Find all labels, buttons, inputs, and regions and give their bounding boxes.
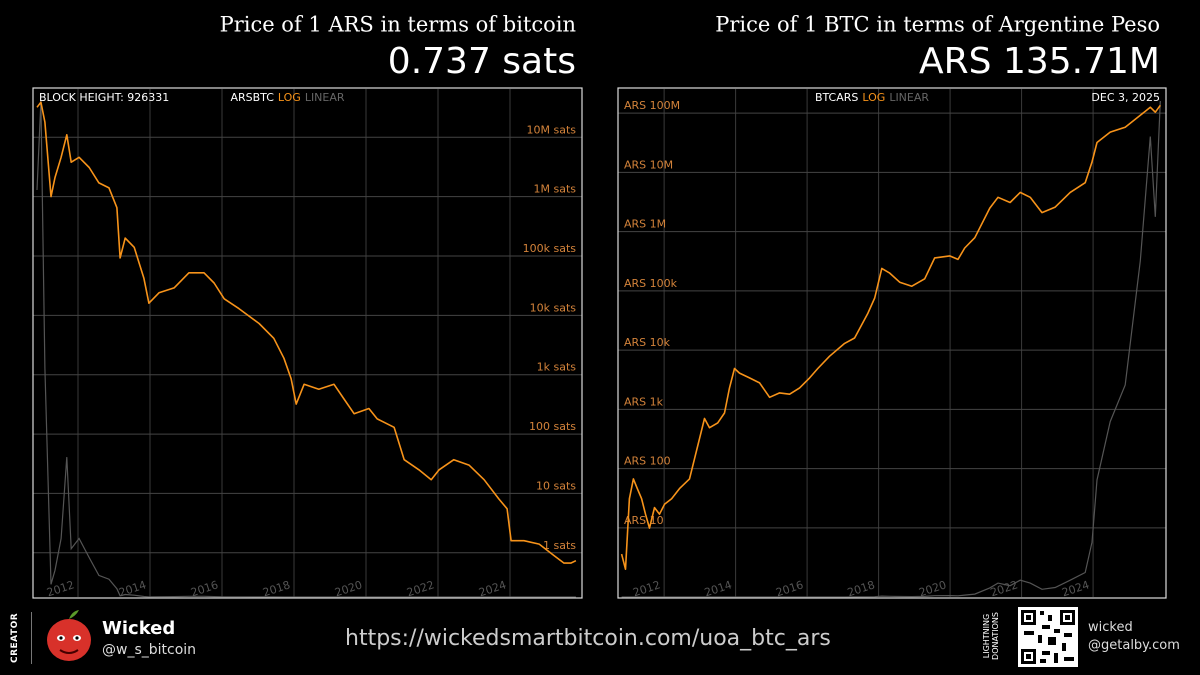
creator-label-box: CREATOR	[8, 612, 28, 665]
y-tick-label: 10k sats	[530, 301, 577, 314]
headline-value: 0.737 sats	[388, 41, 576, 82]
creator-label: CREATOR	[10, 612, 20, 663]
donation-name: wicked	[1088, 620, 1133, 635]
plot-frame	[32, 87, 583, 599]
linear-line	[36, 100, 576, 598]
y-tick-label: ARS 100M	[624, 99, 680, 112]
donation-label: LIGHTNING DONATIONS	[982, 612, 1000, 660]
corner-label: BLOCK HEIGHT: 926331	[39, 91, 169, 104]
y-tick-label: ARS 100	[624, 455, 671, 468]
corner-label: DEC 3, 2025	[1091, 91, 1160, 104]
x-tick-label: 2012	[631, 578, 662, 599]
y-tick-label: 10 sats	[536, 479, 576, 492]
scale-option: LOG	[278, 91, 301, 104]
x-tick-label: 2024	[477, 578, 508, 599]
price-line	[620, 104, 1161, 570]
scale-option: LINEAR	[305, 91, 345, 104]
y-tick-label: ARS 1k	[624, 395, 664, 408]
x-tick-label: 2018	[261, 578, 292, 599]
donation-label-box: LIGHTNING DONATIONS	[980, 608, 1002, 666]
y-tick-label: 1M sats	[533, 183, 576, 196]
x-tick-label: 2020	[333, 578, 364, 599]
donation-address: @getalby.com	[1088, 638, 1180, 653]
series-header: BTCARS LOG LINEAR	[815, 91, 929, 104]
y-tick-label: 10M sats	[527, 123, 577, 136]
y-tick-label: ARS 10k	[624, 336, 671, 349]
x-tick-label: 2022	[405, 578, 436, 599]
qr-code[interactable]	[1018, 607, 1078, 667]
creator-handle: @w_s_bitcoin	[102, 642, 197, 658]
headline-value: ARS 135.71M	[919, 41, 1160, 82]
x-tick-label: 2022	[989, 578, 1020, 599]
scale-option: LINEAR	[889, 91, 929, 104]
chart-title: Price of 1 ARS in terms of bitcoin	[220, 13, 576, 37]
x-tick-label: 2014	[703, 578, 734, 599]
url[interactable]: https://wickedsmartbitcoin.com/uoa_btc_a…	[345, 626, 831, 651]
y-tick-label: 1k sats	[537, 361, 577, 374]
plot-frame	[617, 87, 1167, 599]
avatar	[47, 610, 91, 661]
y-tick-label: 100 sats	[529, 420, 576, 433]
x-tick-label: 2012	[45, 578, 76, 599]
y-tick-label: ARS 100k	[624, 277, 678, 290]
y-tick-label: ARS 1M	[624, 218, 666, 231]
linear-line	[621, 100, 1161, 598]
y-tick-label: 1 sats	[543, 539, 576, 552]
x-tick-label: 2024	[1060, 578, 1091, 599]
series-name: ARSBTC	[230, 91, 274, 104]
y-tick-label: 100k sats	[523, 242, 577, 255]
x-tick-label: 2016	[774, 578, 805, 599]
series-header: ARSBTC LOG LINEAR	[230, 91, 344, 104]
y-tick-label: ARS 10	[624, 514, 664, 527]
creator-name: Wicked	[102, 618, 176, 639]
series-name: BTCARS	[815, 91, 858, 104]
y-tick-label: ARS 10M	[624, 158, 673, 171]
price-line	[36, 101, 577, 564]
chart-title: Price of 1 BTC in terms of Argentine Pes…	[715, 13, 1160, 37]
divider	[31, 612, 32, 664]
scale-option: LOG	[862, 91, 885, 104]
